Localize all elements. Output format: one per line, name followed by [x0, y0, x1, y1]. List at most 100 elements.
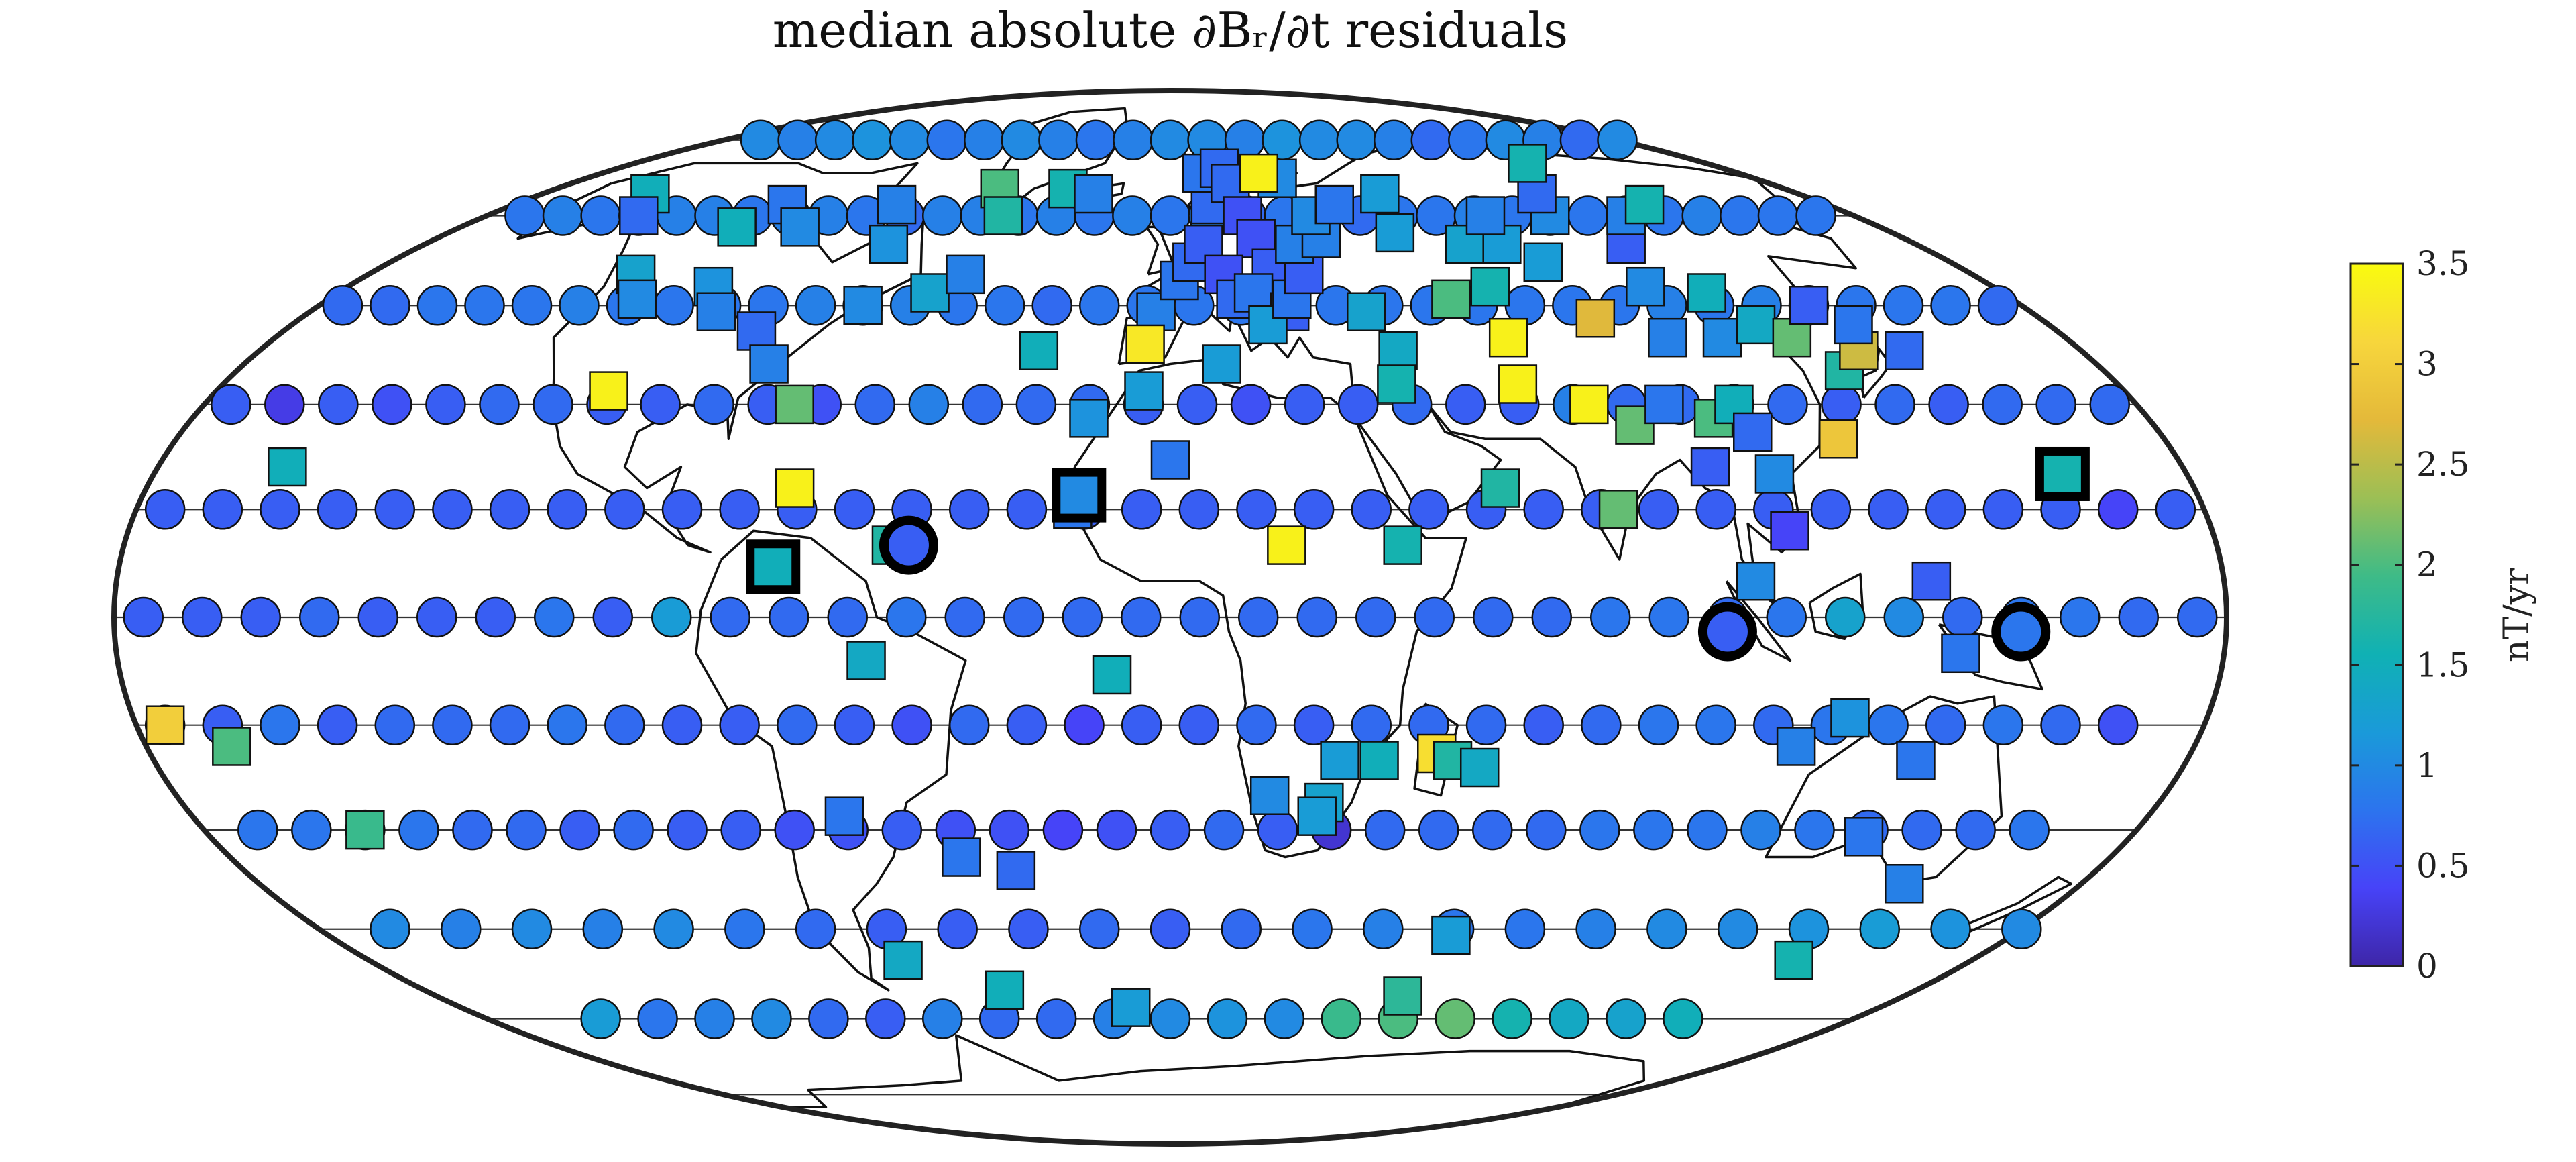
ground-observatory-marker	[1789, 285, 1829, 325]
virtual-observatory-marker	[1901, 809, 1942, 851]
highlighted-square-marker	[1052, 468, 1107, 523]
virtual-observatory-marker	[1121, 489, 1162, 530]
virtual-observatory-marker	[2097, 704, 2139, 745]
virtual-observatory-marker	[547, 704, 587, 745]
ground-observatory-marker	[1754, 454, 1795, 494]
virtual-observatory-marker	[1015, 384, 1057, 425]
virtual-observatory-marker	[1720, 195, 1760, 236]
ground-observatory-marker	[1885, 331, 1924, 370]
virtual-observatory-marker	[777, 119, 818, 160]
ground-observatory-marker	[1249, 776, 1290, 815]
virtual-observatory-marker	[661, 489, 703, 530]
virtual-observatory-marker	[1766, 596, 1807, 638]
virtual-observatory-marker	[1264, 998, 1305, 1039]
virtual-observatory-marker	[989, 809, 1030, 851]
virtual-observatory-marker	[464, 284, 505, 326]
ground-observatory-marker	[345, 810, 385, 850]
virtual-observatory-marker	[370, 284, 410, 326]
virtual-observatory-marker	[1236, 704, 1277, 745]
virtual-observatory-marker	[1121, 704, 1162, 745]
virtual-observatory-marker	[580, 998, 621, 1039]
virtual-observatory-marker	[2118, 596, 2159, 638]
virtual-observatory-marker	[489, 704, 530, 745]
ground-observatory-marker	[1360, 174, 1400, 214]
virtual-observatory-marker	[1112, 195, 1153, 236]
virtual-observatory-marker	[1523, 489, 1564, 530]
virtual-observatory-marker	[1930, 908, 1971, 950]
virtual-observatory-marker	[1859, 908, 1901, 950]
ground-observatory-marker	[1383, 976, 1422, 1016]
ground-observatory-marker	[775, 468, 815, 508]
virtual-observatory-marker	[1925, 489, 1966, 530]
ground-observatory-marker	[1239, 153, 1278, 193]
ground-observatory-marker	[1488, 317, 1528, 358]
ground-observatory-marker	[1375, 213, 1415, 253]
virtual-observatory-marker	[1928, 384, 1969, 425]
ground-observatory-marker	[1074, 174, 1113, 214]
virtual-observatory-marker	[1238, 596, 1279, 638]
ground-observatory-marker	[883, 940, 923, 980]
virtual-observatory-marker	[1523, 704, 1564, 745]
ground-observatory-marker	[1202, 344, 1241, 384]
virtual-observatory-marker	[944, 596, 985, 638]
ground-observatory-marker	[1248, 305, 1288, 345]
globe-outline	[111, 88, 2229, 1147]
virtual-observatory-marker	[318, 384, 359, 425]
virtual-observatory-marker	[1298, 119, 1340, 160]
ground-observatory-marker	[1818, 419, 1858, 459]
virtual-observatory-marker	[2001, 908, 2042, 950]
virtual-observatory-marker	[1321, 998, 1362, 1039]
colorbar-label: nT/yr	[2497, 568, 2537, 662]
virtual-observatory-marker	[1695, 704, 1736, 745]
virtual-observatory-marker	[1296, 596, 1337, 638]
ground-observatory-marker	[1702, 317, 1742, 358]
virtual-observatory-marker	[2060, 596, 2101, 638]
virtual-observatory-marker	[964, 119, 1005, 160]
virtual-observatory-marker	[357, 596, 398, 638]
virtual-observatory-marker	[720, 809, 761, 851]
ground-observatory-marker	[877, 184, 917, 225]
virtual-observatory-marker	[852, 119, 893, 160]
virtual-observatory-marker	[2089, 384, 2130, 425]
virtual-observatory-marker	[1448, 119, 1489, 160]
virtual-observatory-marker	[2097, 489, 2139, 530]
virtual-observatory-marker	[1575, 908, 1616, 950]
ground-observatory-marker	[1569, 384, 1609, 425]
virtual-observatory-marker	[1465, 704, 1507, 745]
virtual-observatory-marker	[582, 908, 624, 950]
ground-observatory-marker	[1378, 331, 1418, 370]
virtual-observatory-marker	[182, 596, 223, 638]
virtual-observatory-marker	[1337, 384, 1379, 425]
ground-observatory-marker	[846, 641, 886, 680]
virtual-observatory-marker	[604, 489, 645, 530]
virtual-observatory-marker	[425, 384, 466, 425]
highlighted-square-marker	[746, 539, 801, 594]
colorbar-tick-label: 0.5	[2416, 846, 2470, 885]
coastline	[1725, 580, 1792, 662]
ground-observatory-marker	[1770, 511, 1809, 551]
ground-observatory-marker	[780, 207, 820, 247]
virtual-observatory-marker	[751, 998, 792, 1039]
colorbar-tick-label: 1	[2416, 746, 2438, 785]
virtual-observatory-marker	[1062, 596, 1103, 638]
virtual-observatory-marker	[1982, 384, 2023, 425]
virtual-observatory-marker	[1472, 809, 1513, 851]
virtual-observatory-marker	[886, 596, 927, 638]
virtual-observatory-marker	[1825, 596, 1866, 638]
ground-observatory-marker	[617, 279, 657, 319]
virtual-observatory-marker	[1292, 908, 1333, 950]
virtual-observatory-marker	[651, 596, 692, 638]
ground-observatory-marker	[1598, 490, 1638, 529]
virtual-observatory-marker	[962, 384, 1003, 425]
ground-observatory-marker	[1508, 144, 1547, 183]
virtual-observatory-marker	[1794, 809, 1835, 851]
virtual-observatory-marker	[1526, 809, 1567, 851]
virtual-observatory-marker	[1695, 489, 1736, 530]
ground-observatory-marker	[1267, 525, 1306, 565]
virtual-observatory-marker	[1687, 809, 1728, 851]
virtual-observatory-marker	[372, 384, 412, 425]
virtual-observatory-marker	[1767, 384, 1808, 425]
virtual-observatory-marker	[592, 596, 633, 638]
ground-observatory-marker	[1124, 371, 1164, 411]
